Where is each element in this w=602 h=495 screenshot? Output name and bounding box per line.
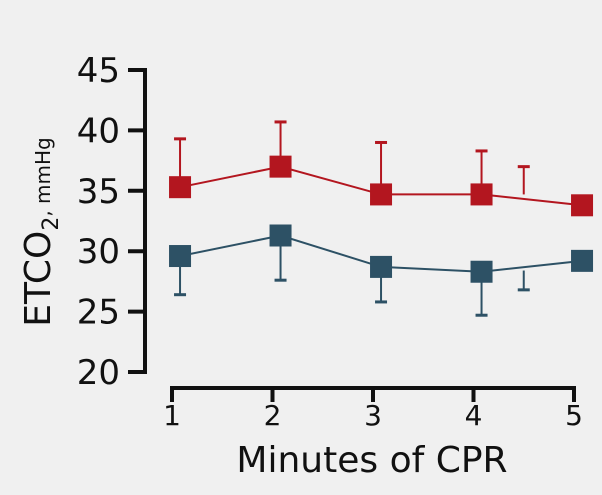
y-axis-label-main: ETCO bbox=[18, 231, 59, 327]
y-tick-label: 45 bbox=[77, 51, 120, 91]
red-series-marker bbox=[571, 194, 594, 217]
red-series-marker bbox=[169, 176, 192, 199]
y-tick-label: 25 bbox=[77, 293, 120, 333]
blue-series-marker bbox=[370, 255, 393, 278]
x-tick-label: 2 bbox=[264, 399, 282, 432]
y-axis-label: ETCO2, mmHg bbox=[18, 137, 64, 327]
y-tick-label: 20 bbox=[77, 353, 120, 393]
red-series-marker bbox=[370, 183, 393, 206]
red-series-marker bbox=[470, 183, 493, 206]
svg-text:ETCO2, mmHg: ETCO2, mmHg bbox=[18, 137, 64, 327]
y-tick-label: 40 bbox=[77, 111, 120, 151]
y-axis-label-sub: 2 bbox=[39, 217, 64, 231]
x-tick-label: 1 bbox=[163, 399, 181, 432]
blue-series-marker bbox=[571, 249, 594, 272]
blue-series-marker bbox=[169, 245, 192, 268]
x-tick-label: 5 bbox=[565, 399, 583, 432]
x-tick-label: 3 bbox=[364, 399, 382, 432]
y-tick-label: 35 bbox=[77, 172, 120, 212]
x-axis-label: Minutes of CPR bbox=[236, 440, 507, 481]
red-series-marker bbox=[269, 155, 292, 178]
x-tick-label: 4 bbox=[465, 399, 483, 432]
y-tick-label: 30 bbox=[77, 232, 120, 272]
blue-series-marker bbox=[470, 260, 493, 283]
blue-series-marker bbox=[269, 224, 292, 247]
y-axis-label-unit: , mmHg bbox=[31, 137, 55, 216]
